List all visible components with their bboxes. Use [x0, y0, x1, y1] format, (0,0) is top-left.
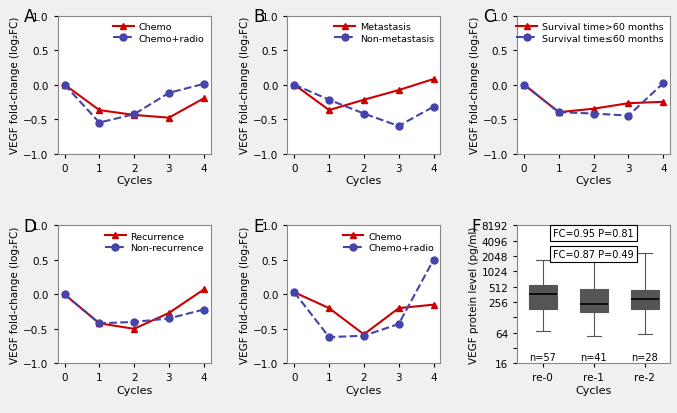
Text: n=41: n=41: [580, 352, 607, 362]
Recurrence: [60, 292, 68, 297]
Non-metastasis: [325, 98, 333, 103]
X-axis label: Cycles: Cycles: [575, 176, 612, 186]
Survival time>60 months: [590, 107, 598, 112]
Recurrence: [165, 311, 173, 316]
Chemo: [290, 290, 299, 295]
Chemo+radio: [60, 83, 68, 88]
Non-recurrence: [200, 307, 208, 312]
Legend: Survival time>60 months, Survival time≤60 months: Survival time>60 months, Survival time≤6…: [515, 21, 665, 45]
Non-metastasis: [429, 105, 437, 110]
Y-axis label: VEGF fold-change (log₂FC): VEGF fold-change (log₂FC): [10, 226, 20, 363]
Non-metastasis: [360, 112, 368, 117]
Chemo: [130, 113, 138, 118]
Recurrence: [130, 327, 138, 332]
Y-axis label: VEGF fold-change (log₂FC): VEGF fold-change (log₂FC): [10, 17, 20, 154]
Y-axis label: VEGF fold-change (log₂FC): VEGF fold-change (log₂FC): [240, 226, 250, 363]
Metastasis: [290, 83, 299, 88]
Y-axis label: VEGF fold-change (log₂FC): VEGF fold-change (log₂FC): [240, 17, 250, 154]
Chemo+radio: [200, 82, 208, 87]
Survival time>60 months: [554, 110, 563, 115]
Chemo: [165, 116, 173, 121]
Non-metastasis: [395, 124, 403, 129]
Chemo: [325, 306, 333, 311]
Text: FC=0.95 P=0.81: FC=0.95 P=0.81: [553, 228, 634, 238]
Line: Non-recurrence: Non-recurrence: [61, 291, 207, 327]
Legend: Metastasis, Non-metastasis: Metastasis, Non-metastasis: [332, 21, 436, 45]
Text: n=57: n=57: [529, 352, 556, 362]
PathPatch shape: [529, 285, 556, 309]
Y-axis label: VEGF fold-change (log₂FC): VEGF fold-change (log₂FC): [470, 17, 480, 154]
Metastasis: [395, 88, 403, 93]
X-axis label: Cycles: Cycles: [575, 385, 612, 395]
Chemo: [200, 97, 208, 102]
Text: B: B: [254, 8, 265, 26]
Metastasis: [360, 98, 368, 103]
Recurrence: [200, 287, 208, 292]
X-axis label: Cycles: Cycles: [116, 176, 152, 186]
Recurrence: [95, 321, 104, 326]
PathPatch shape: [580, 290, 608, 313]
Chemo+radio: [429, 258, 437, 263]
Text: n=28: n=28: [632, 352, 658, 362]
Chemo+radio: [95, 121, 104, 126]
Non-recurrence: [130, 320, 138, 325]
X-axis label: Cycles: Cycles: [346, 176, 382, 186]
Non-recurrence: [165, 316, 173, 321]
Text: E: E: [254, 218, 264, 235]
Y-axis label: VEGF protein level (pg/ml): VEGF protein level (pg/ml): [468, 226, 479, 363]
Chemo: [395, 306, 403, 311]
Survival time≤60 months: [590, 112, 598, 117]
Legend: Chemo, Chemo+radio: Chemo, Chemo+radio: [341, 230, 436, 254]
Survival time≤60 months: [659, 81, 668, 86]
Text: FC=0.87 P=0.49: FC=0.87 P=0.49: [553, 249, 634, 259]
Line: Non-metastasis: Non-metastasis: [291, 82, 437, 130]
Chemo+radio: [325, 335, 333, 340]
Chemo+radio: [165, 91, 173, 96]
X-axis label: Cycles: Cycles: [346, 385, 382, 395]
Line: Metastasis: Metastasis: [291, 76, 437, 114]
Text: D: D: [24, 218, 37, 235]
Chemo: [60, 83, 68, 88]
Survival time>60 months: [659, 100, 668, 105]
Line: Survival time≤60 months: Survival time≤60 months: [521, 81, 667, 120]
Non-metastasis: [290, 83, 299, 88]
Chemo+radio: [395, 322, 403, 327]
Survival time>60 months: [624, 102, 632, 107]
Chemo: [95, 108, 104, 113]
Line: Recurrence: Recurrence: [61, 286, 207, 332]
Chemo+radio: [360, 333, 368, 338]
Non-recurrence: [60, 292, 68, 297]
Legend: Chemo, Chemo+radio: Chemo, Chemo+radio: [111, 21, 206, 45]
Text: F: F: [471, 218, 481, 235]
Metastasis: [325, 108, 333, 113]
Line: Survival time>60 months: Survival time>60 months: [521, 82, 667, 116]
Survival time≤60 months: [624, 114, 632, 119]
Chemo+radio: [130, 112, 138, 117]
Chemo: [360, 332, 368, 337]
Survival time≤60 months: [520, 83, 528, 88]
Line: Chemo+radio: Chemo+radio: [291, 257, 437, 341]
Chemo+radio: [290, 290, 299, 295]
Survival time>60 months: [520, 83, 528, 88]
Legend: Recurrence, Non-recurrence: Recurrence, Non-recurrence: [103, 230, 206, 254]
Text: C: C: [483, 8, 495, 26]
Metastasis: [429, 77, 437, 82]
Line: Chemo: Chemo: [61, 82, 207, 122]
Line: Chemo+radio: Chemo+radio: [61, 81, 207, 127]
Non-recurrence: [95, 321, 104, 326]
Chemo: [429, 302, 437, 307]
Line: Chemo: Chemo: [291, 289, 437, 338]
Survival time≤60 months: [554, 110, 563, 115]
Text: A: A: [24, 8, 35, 26]
X-axis label: Cycles: Cycles: [116, 385, 152, 395]
PathPatch shape: [631, 290, 659, 309]
